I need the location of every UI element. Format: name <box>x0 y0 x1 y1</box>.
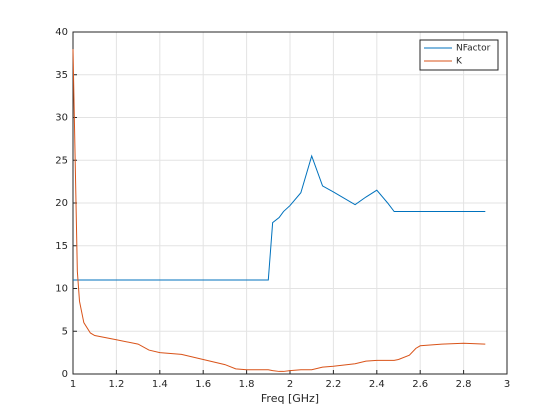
x-tick-label: 2.6 <box>412 379 428 390</box>
axes-box <box>72 31 508 375</box>
y-tick-label: 25 <box>55 155 68 166</box>
x-tick-label: 1 <box>70 379 76 390</box>
x-tick-label: 1.4 <box>152 379 168 390</box>
x-tick-label: 2 <box>287 379 293 390</box>
x-tick-label: 1.6 <box>195 379 211 390</box>
x-tick-label: 2.8 <box>456 379 472 390</box>
y-tick-label: 20 <box>55 198 68 209</box>
x-tick-label: 1.8 <box>239 379 255 390</box>
y-tick-label: 30 <box>55 113 68 124</box>
series-line <box>73 154 486 281</box>
y-tick-label: 0 <box>62 369 68 380</box>
y-tick-label: 10 <box>55 284 68 295</box>
x-axis-label: Freq [GHz] <box>261 392 319 405</box>
x-tick-label: 2.4 <box>369 379 385 390</box>
y-tick-label: 5 <box>62 326 68 337</box>
legend-label: NFactor <box>456 44 491 54</box>
series-line <box>72 49 486 372</box>
legend-box <box>419 39 499 71</box>
y-tick-label: 35 <box>55 70 68 81</box>
legend-label: K <box>456 57 463 67</box>
x-tick-label: 3 <box>504 379 510 390</box>
x-tick-label: 2.2 <box>325 379 341 390</box>
x-tick-label: 1.2 <box>108 379 124 390</box>
y-tick-label: 15 <box>55 241 68 252</box>
y-tick-label: 40 <box>55 27 68 38</box>
